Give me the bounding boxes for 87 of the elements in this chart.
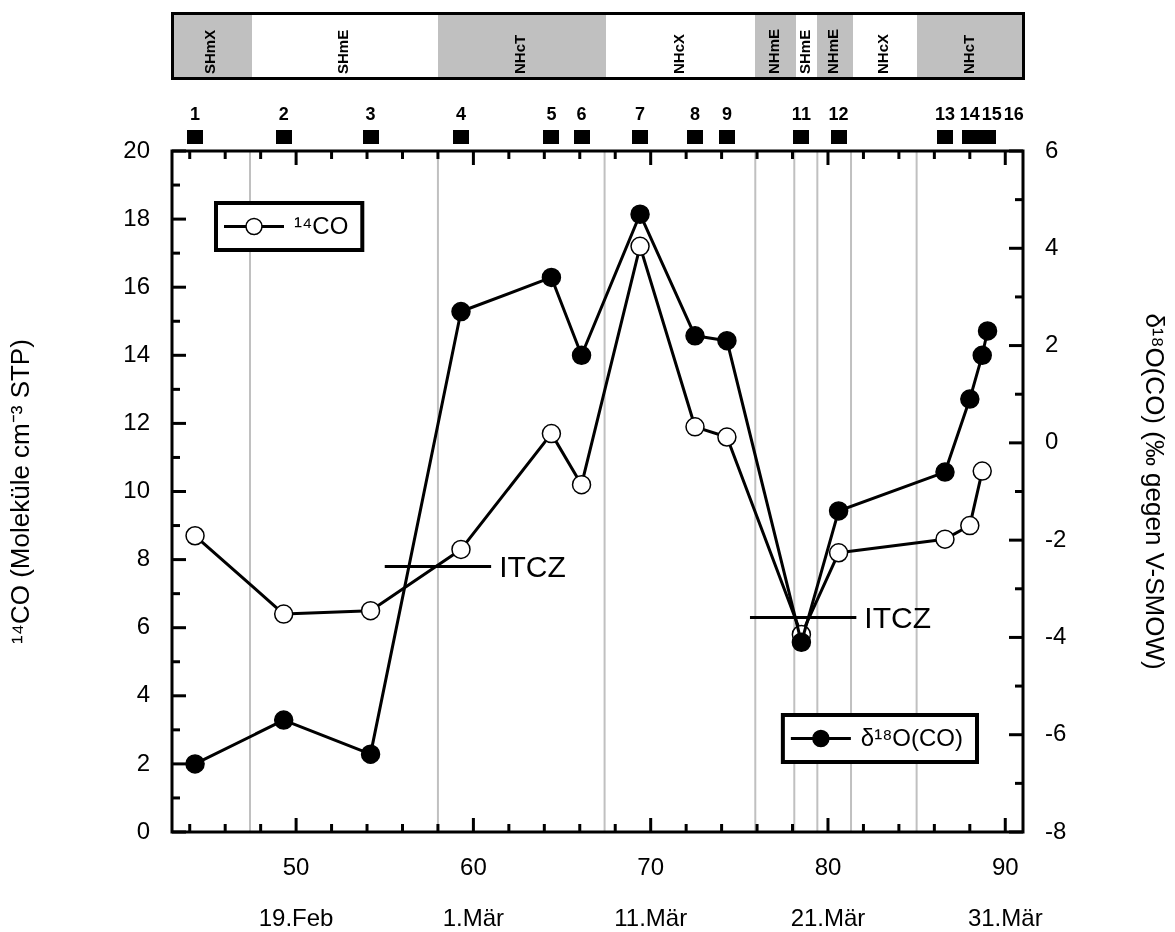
point <box>451 301 471 322</box>
text: 15 <box>981 103 1002 124</box>
y-tick-label: 14 <box>123 339 150 367</box>
y2-tick-label: -2 <box>1045 524 1067 552</box>
y2-tick-label: 0 <box>1045 427 1059 455</box>
y-tick-label: 0 <box>136 816 150 844</box>
legend-label: ¹⁴CO <box>294 212 349 240</box>
text: 11 <box>791 103 811 124</box>
x-tick-label: 60 <box>460 853 487 881</box>
text: 7 <box>635 103 646 124</box>
point <box>960 515 980 536</box>
point <box>630 204 650 224</box>
text: 3 <box>365 103 376 124</box>
point <box>828 543 849 563</box>
legend-label: δ¹⁸O(CO) <box>860 724 964 752</box>
point <box>571 474 592 495</box>
text: SHmE <box>334 29 352 74</box>
text: SHmE <box>795 29 813 74</box>
point <box>541 267 562 288</box>
y-tick-label: 20 <box>123 135 150 163</box>
point <box>717 330 737 351</box>
text: NHcT <box>959 34 977 74</box>
text: SHmX <box>201 29 219 74</box>
y2-tick-label: -8 <box>1045 816 1067 844</box>
x2-tick-label: 11.Mär <box>614 903 688 931</box>
y-tick-label: 10 <box>123 476 150 504</box>
y2-tick-label: 2 <box>1045 330 1059 358</box>
y2-tick-label: -6 <box>1045 719 1067 747</box>
point <box>185 526 205 546</box>
text: 4 <box>455 103 466 124</box>
point <box>972 345 992 366</box>
y2-tick-label: 6 <box>1045 135 1059 163</box>
point <box>935 462 955 482</box>
y-tick-label: 18 <box>123 203 150 231</box>
y-tick-label: 6 <box>136 612 150 640</box>
y-tick-label: 12 <box>123 408 150 436</box>
text: NHcX <box>873 33 891 74</box>
point <box>972 461 992 481</box>
text: 12 <box>828 103 849 124</box>
annotation: ITCZ <box>499 549 566 583</box>
x-tick-label: 70 <box>637 853 665 881</box>
point <box>960 389 980 409</box>
point <box>935 529 955 549</box>
y2-axis-title: δ¹⁸O(CO) (‰ gegen V-SMOW) <box>1140 313 1171 670</box>
y2-tick-label: -4 <box>1045 622 1067 650</box>
text: NHmE <box>824 28 842 74</box>
x2-tick-label: 1.Mär <box>442 903 505 931</box>
point <box>541 423 562 444</box>
text: NHcX <box>670 33 688 74</box>
point <box>273 710 294 730</box>
point <box>791 632 812 653</box>
point <box>828 501 849 521</box>
text: 6 <box>576 103 587 124</box>
y-axis-title: ¹⁴CO (Moleküle cm⁻³ STP) <box>4 339 35 644</box>
text: NHmE <box>764 28 782 74</box>
point <box>630 236 650 257</box>
text: 9 <box>721 103 732 124</box>
point <box>685 417 705 437</box>
text: 2 <box>278 103 289 124</box>
point <box>360 744 381 764</box>
text: 1 <box>190 103 201 124</box>
text: 16 <box>1003 103 1024 124</box>
y-tick-label: 8 <box>136 544 150 572</box>
point <box>571 345 592 366</box>
x-tick-label: 90 <box>991 853 1019 881</box>
point <box>977 321 998 341</box>
point <box>273 604 294 624</box>
x2-tick-label: 21.Mär <box>790 903 866 931</box>
y-tick-label: 2 <box>136 748 150 776</box>
text: 8 <box>690 103 701 124</box>
y-tick-label: 4 <box>136 680 150 708</box>
y-tick-label: 16 <box>123 271 150 299</box>
point <box>185 754 205 774</box>
point <box>360 600 381 621</box>
x-tick-label: 80 <box>814 853 842 881</box>
point <box>685 326 705 346</box>
text: 13 <box>934 103 956 124</box>
x-tick-label: 50 <box>282 853 310 881</box>
annotation: ITCZ <box>864 600 931 634</box>
x2-tick-label: 31.Mär <box>967 903 1043 931</box>
x2-tick-label: 19.Feb <box>258 903 334 931</box>
text: NHcT <box>511 34 529 74</box>
point <box>451 539 471 560</box>
y2-tick-label: 4 <box>1045 232 1059 260</box>
text: 5 <box>546 103 557 124</box>
point <box>717 427 737 447</box>
text: 14 <box>959 103 980 124</box>
